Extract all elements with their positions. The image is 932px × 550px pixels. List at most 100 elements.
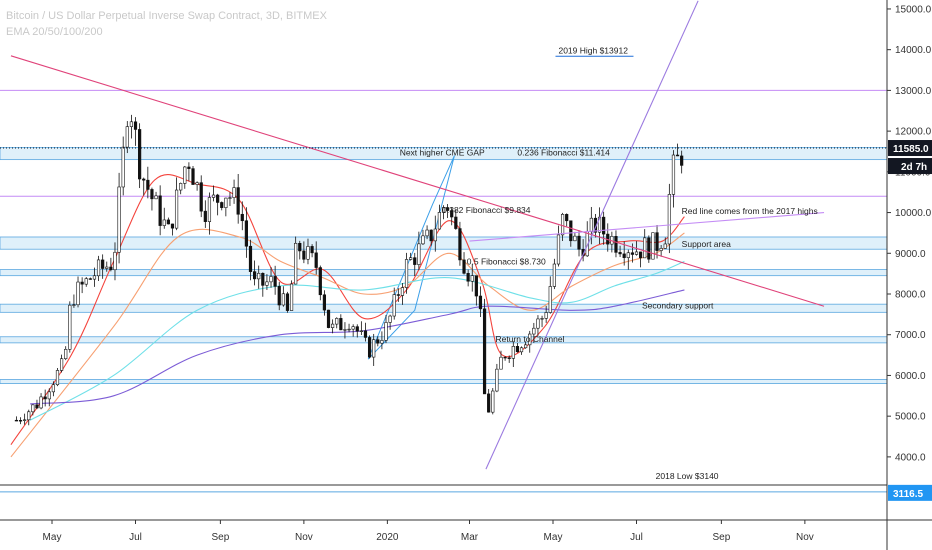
candle (183, 165, 187, 189)
annotations: 2019 High $13912 Next higher CME GAP 0.236… (400, 45, 818, 481)
candle-body (88, 278, 92, 280)
candle-body (294, 242, 298, 285)
candle (651, 232, 655, 260)
y-axis-tick-label: 5000.0 (895, 412, 926, 423)
candle-body (487, 393, 491, 413)
candle-body (499, 356, 503, 370)
candle-body (573, 235, 577, 242)
candle-body (121, 146, 125, 188)
candle (400, 283, 405, 305)
candle (367, 335, 372, 359)
candle-body (491, 390, 495, 413)
candle (454, 210, 458, 230)
candle (273, 265, 277, 295)
candle-body (150, 189, 154, 200)
candle-body (359, 330, 363, 332)
candle-body (532, 327, 536, 335)
candle-body (314, 252, 318, 268)
candle-body (59, 358, 64, 371)
candle (277, 282, 281, 311)
annotation-fib_5: 0.5 Fibonacci $8.730 (467, 256, 546, 266)
candle (68, 301, 72, 353)
candle-body (105, 266, 109, 269)
candle (14, 416, 19, 422)
candle (113, 242, 117, 281)
annotation-support: Support area (682, 239, 731, 249)
candle-body (306, 246, 310, 260)
support-zones (0, 147, 888, 384)
candle-body (433, 228, 437, 242)
candle (240, 201, 244, 231)
annotation-next_gap: Next higher CME GAP (400, 148, 485, 158)
candle-body (166, 219, 170, 225)
candle (310, 244, 314, 258)
candle (433, 215, 437, 252)
candle (298, 240, 302, 260)
candle-body (310, 246, 314, 254)
candle (618, 245, 622, 257)
candle (396, 288, 400, 302)
candle (216, 193, 220, 216)
candle (429, 229, 433, 246)
candle (146, 166, 150, 199)
candle-body (101, 259, 105, 269)
candle (528, 330, 532, 353)
y-axis-tick-label: 10000.0 (895, 208, 932, 219)
candle-body (400, 287, 405, 296)
candle (203, 200, 207, 228)
candle (482, 298, 487, 395)
candle (552, 258, 556, 290)
candle (236, 173, 240, 224)
trendline-purple-secondary (469, 212, 825, 242)
candle-body (655, 232, 659, 251)
x-axis-tick-label: Jul (630, 532, 643, 543)
candle-body (630, 252, 634, 255)
candle (269, 267, 273, 288)
candle-body (236, 187, 240, 215)
y-axis-tick-label: 7000.0 (895, 330, 926, 341)
candle-body (643, 237, 647, 259)
candle (220, 201, 224, 211)
candle-body (92, 275, 97, 280)
candle (560, 212, 565, 242)
candle (404, 252, 409, 294)
candle (577, 230, 581, 257)
candle-body (207, 197, 212, 222)
candle-body (162, 219, 166, 226)
candle (569, 220, 573, 247)
candle (154, 191, 158, 200)
candle (101, 254, 105, 279)
candle-body (437, 212, 441, 230)
candle (92, 267, 97, 287)
candle (376, 336, 380, 347)
candle-body (281, 293, 285, 306)
candle-body (39, 396, 43, 409)
candle (343, 322, 347, 339)
candle (351, 324, 355, 337)
candle (388, 314, 392, 330)
candle (622, 241, 626, 266)
candle-body (216, 194, 220, 203)
candle (626, 249, 630, 270)
candle (487, 389, 491, 413)
candle (392, 287, 396, 320)
candle (318, 265, 322, 301)
candle (643, 229, 647, 259)
candle (191, 166, 195, 185)
candle-body (347, 328, 351, 331)
candle (261, 272, 265, 297)
candle (232, 179, 236, 204)
candle-body (392, 294, 396, 317)
candle (450, 207, 454, 226)
candle (228, 192, 232, 207)
candle (544, 305, 548, 323)
candle (248, 239, 253, 281)
candle-body (27, 411, 31, 421)
candle-body (170, 223, 175, 229)
candle-body (35, 404, 39, 409)
candle (495, 363, 499, 393)
current-price-badge: 11585.0 (893, 144, 929, 155)
ascending-channel (367, 155, 455, 360)
candle (663, 237, 667, 249)
